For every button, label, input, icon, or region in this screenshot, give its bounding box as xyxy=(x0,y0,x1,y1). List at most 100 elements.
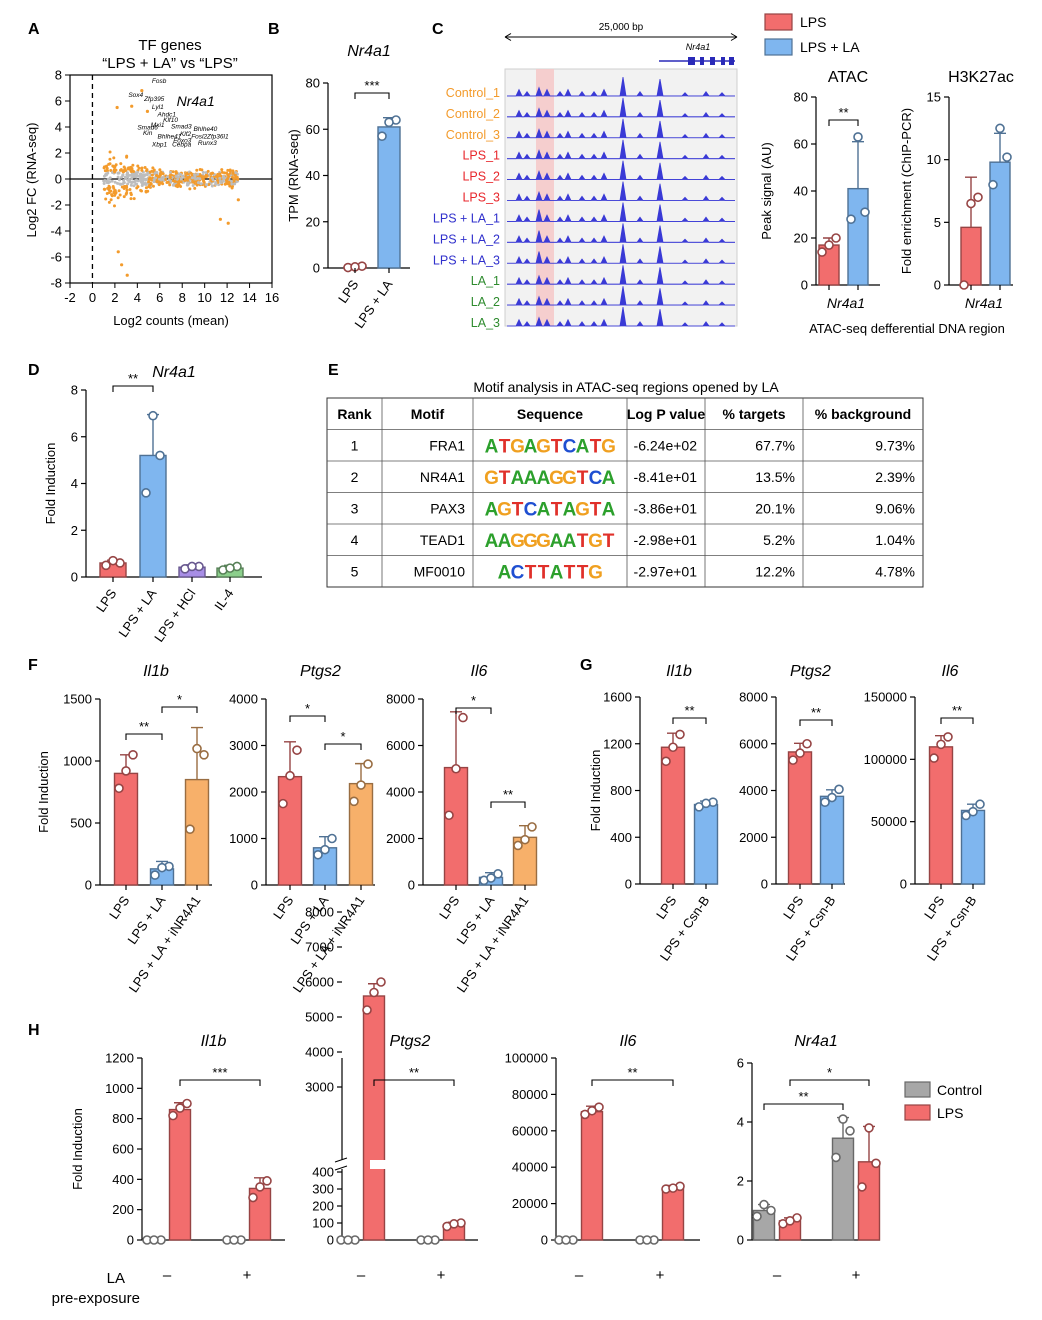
panel-f3-bar xyxy=(443,766,469,886)
gene-point xyxy=(230,186,234,190)
gene-point xyxy=(129,183,133,187)
gene-point xyxy=(174,171,178,175)
gene-point xyxy=(117,189,121,193)
gene-point xyxy=(230,182,234,186)
panel-f3-sig-label: * xyxy=(471,693,476,708)
gene-point xyxy=(218,179,222,183)
gene-point xyxy=(113,180,117,184)
gene-point xyxy=(195,168,199,172)
panel-h3-y-tick-label: 60000 xyxy=(512,1123,548,1138)
panel-h3-y-tick-label: 40000 xyxy=(512,1160,548,1175)
panel-d-point xyxy=(187,561,197,572)
panel-h2-point xyxy=(423,1235,433,1245)
table-cell-rank: 1 xyxy=(351,438,359,454)
panel-b-bar xyxy=(377,126,401,269)
panel-h2-point xyxy=(369,987,379,998)
gene-point xyxy=(108,157,112,161)
panel-b-y-tick-label: 60 xyxy=(306,122,320,137)
panel-a-y-label: Log2 FC (RNA-seq) xyxy=(24,123,39,238)
gene-point xyxy=(136,164,140,168)
panel-d-y-tick-label: 8 xyxy=(71,383,78,398)
gene-point xyxy=(234,171,238,175)
gene-point xyxy=(194,177,198,181)
gene-point xyxy=(103,169,107,173)
panel-f2-bar xyxy=(277,775,303,886)
panel-a-x-tick-label: 8 xyxy=(179,290,186,305)
track-label: LPS + LA_2 xyxy=(433,232,500,246)
panel-c-atac-point xyxy=(846,214,856,224)
track-label: LA_2 xyxy=(471,295,500,309)
gene-point xyxy=(176,177,180,181)
gene-point xyxy=(113,170,117,174)
motif-logo-letter: T xyxy=(538,563,550,584)
panel-c-h3k27ac-title: H3K27ac xyxy=(948,69,1014,86)
h-legend-label: LPS xyxy=(937,1105,963,1121)
panel-g3-point xyxy=(968,806,978,817)
motif-logo-letter: T xyxy=(551,437,563,458)
panel-h4-sig-bracket xyxy=(763,1103,844,1110)
gene-point xyxy=(116,181,120,185)
panel-f2-y-tick-label: 4000 xyxy=(229,692,258,707)
panel-a-y-tick-label: -6 xyxy=(50,250,62,265)
motif-logo-letter: A xyxy=(485,531,499,552)
panel-f1-point xyxy=(157,862,167,873)
table-cell-motif: PAX3 xyxy=(430,501,465,517)
gene-label: Bhlhe40 xyxy=(193,126,217,133)
panel-g1-title: Il1b xyxy=(666,663,692,680)
panel-h2-y-tick-label: 200 xyxy=(312,1199,334,1214)
panel-c-atac-title: ATAC xyxy=(828,69,868,86)
panel-h2-y-tick-label: 7000 xyxy=(305,940,334,955)
panel-f1-point xyxy=(114,783,124,794)
gene-point xyxy=(179,177,183,181)
panel-f2-point xyxy=(278,798,288,809)
panel-g1-x-tick-label: LPS xyxy=(653,893,680,922)
atac-track-5 xyxy=(507,160,735,180)
panel-h2-axis-break-marks xyxy=(334,1157,348,1171)
gene-point xyxy=(109,168,113,172)
panel-d-x-tick-label: LPS xyxy=(93,586,120,615)
gene-point xyxy=(114,163,118,167)
gene-point xyxy=(102,165,106,169)
panel-h3-title: Il6 xyxy=(620,1033,637,1050)
table-cell-background: 2.39% xyxy=(875,469,915,485)
panel-g1-point xyxy=(675,729,685,740)
gene-point xyxy=(155,173,159,177)
panel-a-x-tick-label: 12 xyxy=(220,290,234,305)
gene-point xyxy=(210,176,214,180)
panel-g1-bar xyxy=(693,803,719,885)
panel-f1-point xyxy=(199,749,209,760)
motif-logo-letter: G xyxy=(601,437,616,458)
gene-label: Bhlhe41 xyxy=(158,134,182,141)
gene-point xyxy=(196,172,200,176)
table-cell-p: -6.24e+02 xyxy=(634,438,698,454)
gene-point xyxy=(166,180,170,184)
atac-track-11 xyxy=(507,286,735,306)
gene-point xyxy=(140,89,144,93)
atac-track-12 xyxy=(507,307,735,327)
motif-logo-letter: C xyxy=(524,500,538,521)
panel-g1-point xyxy=(668,742,678,753)
motif-logo-letter: A xyxy=(550,563,564,584)
gene-point xyxy=(186,175,190,179)
gene-point xyxy=(132,197,136,201)
panel-g1-y-tick-label: 1200 xyxy=(603,736,632,751)
gene-point xyxy=(119,182,123,186)
panel-h3-group-label: + xyxy=(656,1267,665,1284)
motif-logo-letter: A xyxy=(563,531,577,552)
panel-a-x-tick-label: 16 xyxy=(265,290,279,305)
gene-point xyxy=(185,183,189,187)
gene-label: Zfp36l1 xyxy=(206,134,229,141)
gene-point xyxy=(147,177,151,181)
panel-g2-y-tick-label: 2000 xyxy=(739,830,768,845)
panel-b-y-tick-label: 40 xyxy=(306,168,320,183)
panel-h3-sig-label: ** xyxy=(627,1065,637,1080)
panel-c-atac-point xyxy=(831,233,841,243)
panel-h1-sig-label: *** xyxy=(212,1065,227,1080)
table-cell-targets: 13.5% xyxy=(755,469,795,485)
panel-h2-point xyxy=(449,1219,459,1229)
gene-point xyxy=(236,177,240,181)
gene-point xyxy=(135,182,139,186)
gene-point xyxy=(120,185,124,189)
gene-point xyxy=(140,166,144,170)
gene-point xyxy=(139,189,143,193)
